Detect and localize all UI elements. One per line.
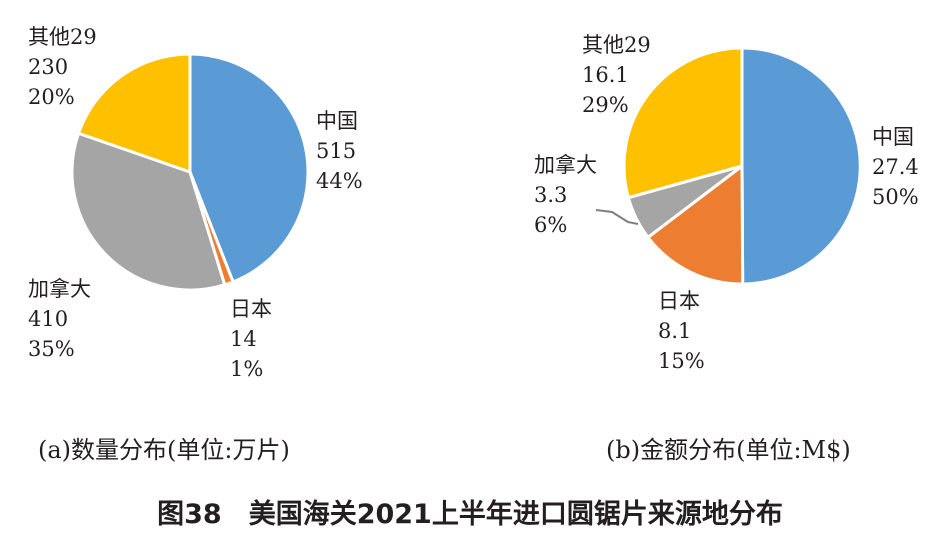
slice-label: 其他29 xyxy=(582,33,651,57)
slice-value: 230 xyxy=(28,55,68,79)
pie-b-label-0: 中国 27.4 50% xyxy=(872,125,919,209)
slice-label: 加拿大 xyxy=(28,277,91,301)
slice-percent: 44% xyxy=(316,169,363,193)
pie-b-slice-3 xyxy=(622,46,744,200)
slice-percent: 20% xyxy=(28,85,75,109)
slice-value: 27.4 xyxy=(872,155,919,179)
slice-percent: 50% xyxy=(872,185,919,209)
pie-b-slice-0 xyxy=(740,46,862,286)
pie-a-label-1: 日本 14 1% xyxy=(230,297,272,381)
pie-b-label-1: 日本 8.1 15% xyxy=(658,289,705,373)
slice-label: 日本 xyxy=(230,297,272,321)
pie-a-slice-0 xyxy=(188,52,310,284)
pie-a-slice-3 xyxy=(77,52,192,174)
slice-label: 日本 xyxy=(658,289,700,313)
pie-b-label-2: 加拿大 3.3 6% xyxy=(534,153,597,237)
slice-percent: 6% xyxy=(534,213,567,237)
slice-value: 410 xyxy=(28,307,68,331)
slice-value: 515 xyxy=(316,139,356,163)
figure-title: 图38 美国海关2021上半年进口圆锯片来源地分布 xyxy=(157,499,783,530)
pie-a-slice-2 xyxy=(70,131,227,292)
slice-value: 16.1 xyxy=(582,63,629,87)
slice-label: 中国 xyxy=(872,125,914,149)
slice-label: 其他29 xyxy=(28,25,97,49)
slice-value: 8.1 xyxy=(658,319,691,343)
pie-b-leader-line xyxy=(595,209,639,225)
caption-a: (a)数量分布(单位:万片) xyxy=(38,436,290,464)
slice-percent: 35% xyxy=(28,337,75,361)
pie-a-label-0: 中国 515 44% xyxy=(316,109,363,193)
pie-b-slice-1 xyxy=(646,164,745,286)
pie-a-label-2: 加拿大 410 35% xyxy=(28,277,91,361)
slice-percent: 15% xyxy=(658,349,705,373)
slice-percent: 29% xyxy=(582,93,629,117)
pie-b-label-3: 其他29 16.1 29% xyxy=(582,33,651,117)
pie-a-label-3: 其他29 230 20% xyxy=(28,25,97,109)
slice-label: 中国 xyxy=(316,109,358,133)
slice-label: 加拿大 xyxy=(534,153,597,177)
caption-b: (b)金额分布(单位:M$) xyxy=(606,436,851,464)
pie-charts: 中国 515 44% 日本 14 1% 加拿大 410 35% 其他29 230 20% 中国 27.4 5… xyxy=(28,25,919,381)
slice-value: 3.3 xyxy=(534,183,567,207)
slice-value: 14 xyxy=(230,327,257,351)
slice-percent: 1% xyxy=(230,357,263,381)
